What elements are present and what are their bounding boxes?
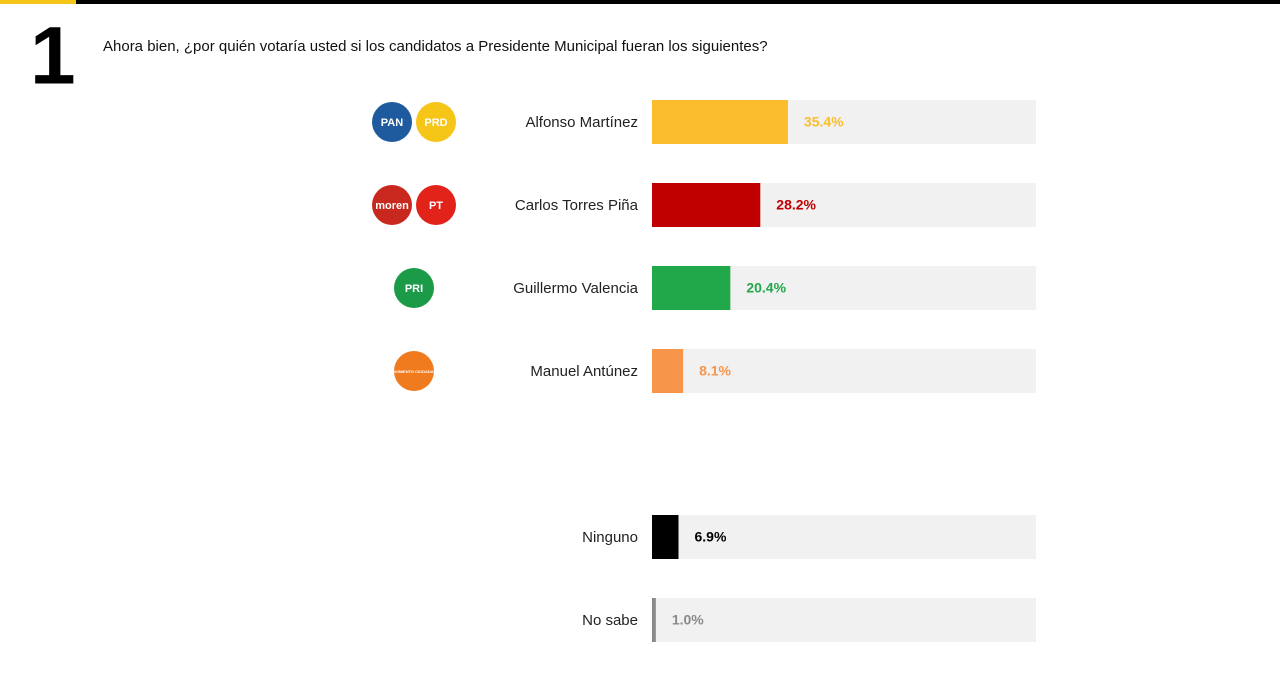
bar-track [652,349,1036,393]
bar [652,515,679,559]
top-rule [0,0,1280,4]
value-label: 35.4% [804,114,844,130]
bar [652,100,788,144]
category-label: Ninguno [582,529,638,546]
value-label: 6.9% [694,529,726,545]
party-logo-text: PRI [405,283,423,295]
party-logo-text: PRD [424,117,447,129]
value-label: 1.0% [672,612,704,628]
value-label: 28.2% [776,197,816,213]
bar [652,598,656,642]
category-label: No sabe [582,612,638,629]
category-label: Alfonso Martínez [525,114,638,131]
chart-title: Ahora bien, ¿por quién votaría usted si … [103,38,768,55]
category-label: Manuel Antúnez [530,363,638,380]
question-number: 1 [30,11,76,102]
category-label: Carlos Torres Piña [515,197,639,214]
party-logo-text: PT [429,200,443,212]
party-logo [416,102,456,142]
party-logo [372,185,412,225]
bar [652,266,731,310]
bar [652,349,684,393]
top-accent [0,0,76,4]
party-logo-text: MOVIMIENTO CIUDADANO [388,369,439,374]
value-label: 8.1% [699,363,731,379]
bar [652,183,761,227]
category-label: Guillermo Valencia [513,280,638,297]
party-logo [394,268,434,308]
value-label: 20.4% [746,280,786,296]
party-logo-text: moren [375,200,409,212]
bar-track [652,515,1036,559]
party-logo-text: PAN [381,117,403,129]
party-logo [372,102,412,142]
party-logo [416,185,456,225]
bar-track [652,598,1036,642]
party-logo [394,351,434,391]
